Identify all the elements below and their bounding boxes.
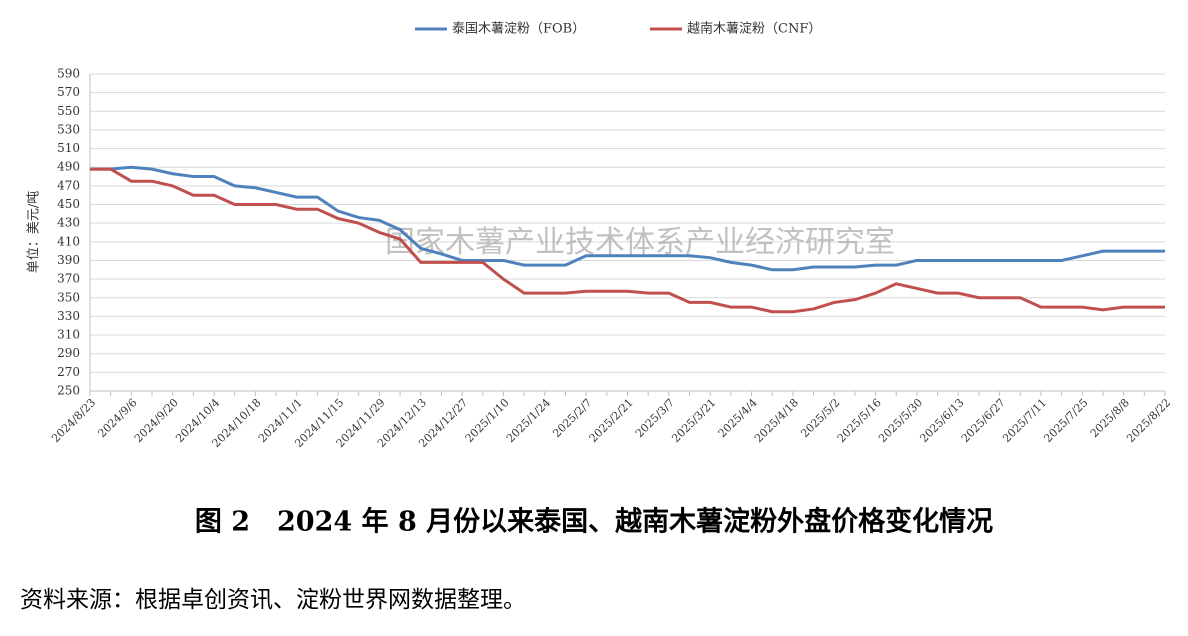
- y-tick-label: 350: [57, 290, 80, 304]
- x-tick-label: 2025/3/21: [669, 396, 718, 445]
- x-tick-label: 2025/8/22: [1124, 396, 1173, 445]
- y-tick-label: 290: [57, 346, 80, 360]
- x-tick-label: 2025/1/10: [463, 396, 512, 445]
- x-tick-label: 2025/1/24: [504, 396, 553, 445]
- x-tick-label: 2025/7/11: [1000, 396, 1049, 445]
- y-tick-label: 410: [57, 234, 80, 248]
- y-tick-label: 330: [57, 309, 80, 323]
- y-tick-label: 530: [57, 122, 80, 136]
- y-tick-label: 390: [57, 253, 80, 267]
- source: 资料来源：根据卓创资讯、淀粉世界网数据整理。: [20, 587, 526, 613]
- y-tick-label: 270: [57, 365, 80, 379]
- x-tick-label: 2025/4/18: [752, 396, 801, 445]
- x-tick-label: 2025/6/13: [917, 396, 966, 445]
- y-tick-label: 250: [57, 384, 80, 398]
- y-tick-label: 450: [57, 197, 80, 211]
- x-tick-label: 2025/6/27: [959, 396, 1008, 445]
- series-line: [90, 167, 1165, 314]
- caption: 图 2 2024 年 8 月份以来泰国、越南木薯淀粉外盘价格变化情况: [195, 506, 993, 538]
- watermark: 国家木薯产业技术体系产业经济研究室: [385, 225, 895, 260]
- y-tick-label: 550: [57, 104, 80, 118]
- legend-label: 越南木薯淀粉（CNF）: [687, 21, 821, 37]
- y-tick-label: 430: [57, 216, 80, 230]
- x-tick-label: 2024/9/20: [132, 396, 181, 445]
- y-tick-label: 590: [57, 67, 80, 81]
- y-tick-label: 490: [57, 160, 80, 174]
- legend-label: 泰国木薯淀粉（FOB）: [452, 22, 585, 37]
- x-tick-label: 2025/2/21: [587, 396, 636, 445]
- series-line: [90, 165, 1165, 272]
- y-tick-label: 470: [57, 178, 80, 192]
- y-tick-label: 570: [57, 85, 80, 99]
- y-tick-label: 310: [57, 328, 80, 342]
- y-tick-label: 370: [57, 272, 80, 286]
- x-tick-label: 2025/7/25: [1041, 396, 1090, 445]
- x-tick-label: 2025/5/16: [835, 396, 884, 445]
- y-axis-label: 单位：美元/吨: [27, 191, 42, 273]
- y-tick-label: 510: [57, 141, 80, 155]
- x-tick-label: 2025/5/30: [876, 396, 925, 445]
- x-tick-label: 2024/8/23: [49, 396, 98, 445]
